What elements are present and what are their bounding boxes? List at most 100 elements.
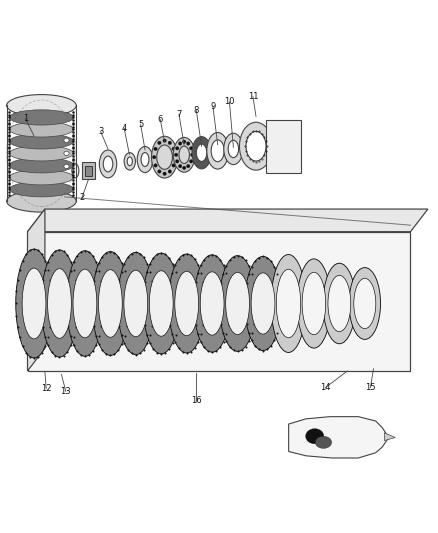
Ellipse shape	[173, 156, 177, 159]
Ellipse shape	[117, 252, 154, 354]
Ellipse shape	[228, 140, 239, 158]
Ellipse shape	[103, 156, 113, 172]
Ellipse shape	[41, 250, 78, 357]
Ellipse shape	[73, 269, 97, 338]
Ellipse shape	[9, 146, 74, 161]
Text: 7: 7	[176, 110, 182, 119]
Ellipse shape	[306, 429, 324, 444]
Ellipse shape	[315, 436, 332, 448]
Ellipse shape	[224, 133, 243, 165]
Ellipse shape	[196, 144, 207, 161]
Text: 1: 1	[23, 114, 28, 123]
Ellipse shape	[246, 132, 266, 161]
Ellipse shape	[67, 251, 103, 356]
Ellipse shape	[271, 255, 306, 352]
Ellipse shape	[302, 272, 326, 335]
Ellipse shape	[64, 164, 69, 168]
Ellipse shape	[149, 271, 173, 336]
Ellipse shape	[172, 147, 175, 151]
Ellipse shape	[251, 273, 275, 334]
Polygon shape	[289, 417, 389, 458]
Ellipse shape	[7, 190, 76, 212]
Ellipse shape	[276, 269, 300, 338]
Ellipse shape	[328, 276, 351, 332]
Ellipse shape	[22, 268, 46, 339]
Ellipse shape	[157, 145, 173, 169]
Ellipse shape	[9, 182, 74, 197]
Ellipse shape	[16, 249, 52, 358]
Ellipse shape	[127, 157, 132, 166]
Ellipse shape	[240, 122, 272, 170]
Ellipse shape	[9, 134, 74, 149]
Ellipse shape	[192, 136, 211, 169]
Ellipse shape	[187, 164, 190, 168]
Ellipse shape	[191, 153, 194, 157]
Text: 2: 2	[79, 193, 85, 202]
Ellipse shape	[178, 142, 182, 146]
Text: 6: 6	[158, 115, 163, 124]
Ellipse shape	[9, 169, 74, 185]
Text: 16: 16	[191, 396, 201, 405]
Ellipse shape	[226, 272, 250, 335]
Text: 12: 12	[41, 384, 52, 393]
Text: 8: 8	[194, 106, 199, 115]
Text: 10: 10	[224, 98, 235, 107]
Ellipse shape	[189, 159, 193, 163]
Polygon shape	[266, 120, 301, 173]
Ellipse shape	[187, 142, 190, 146]
Ellipse shape	[9, 110, 74, 125]
Ellipse shape	[175, 271, 198, 336]
Ellipse shape	[178, 164, 182, 168]
Ellipse shape	[158, 141, 161, 144]
Ellipse shape	[99, 270, 122, 337]
Text: 15: 15	[365, 383, 376, 392]
Ellipse shape	[163, 139, 166, 142]
Polygon shape	[385, 433, 395, 441]
Ellipse shape	[200, 272, 224, 335]
Ellipse shape	[169, 254, 205, 353]
Ellipse shape	[9, 122, 74, 137]
Ellipse shape	[143, 253, 180, 354]
Ellipse shape	[154, 147, 157, 151]
Text: 5: 5	[138, 120, 143, 129]
Ellipse shape	[173, 138, 195, 172]
Polygon shape	[28, 209, 45, 371]
Ellipse shape	[207, 133, 229, 169]
Text: 14: 14	[320, 383, 331, 392]
Ellipse shape	[174, 153, 178, 157]
FancyBboxPatch shape	[85, 166, 92, 176]
Ellipse shape	[219, 256, 256, 351]
Ellipse shape	[183, 166, 186, 169]
Ellipse shape	[64, 138, 69, 142]
Ellipse shape	[297, 259, 331, 348]
Ellipse shape	[349, 268, 381, 340]
Ellipse shape	[64, 151, 69, 156]
Polygon shape	[28, 209, 428, 232]
Ellipse shape	[124, 270, 148, 337]
Ellipse shape	[124, 152, 135, 170]
Ellipse shape	[154, 164, 157, 167]
Ellipse shape	[141, 152, 149, 166]
Ellipse shape	[179, 146, 189, 164]
Text: 11: 11	[248, 92, 258, 101]
Ellipse shape	[152, 156, 156, 159]
Ellipse shape	[9, 158, 74, 173]
Ellipse shape	[168, 169, 172, 173]
Polygon shape	[28, 232, 410, 371]
Ellipse shape	[176, 147, 179, 150]
Ellipse shape	[92, 252, 129, 356]
Ellipse shape	[194, 255, 230, 352]
Text: 13: 13	[60, 387, 71, 396]
Ellipse shape	[323, 263, 356, 344]
Text: 3: 3	[98, 127, 103, 136]
Ellipse shape	[172, 164, 175, 167]
Ellipse shape	[176, 159, 179, 163]
Ellipse shape	[245, 256, 281, 351]
Ellipse shape	[211, 140, 224, 161]
Ellipse shape	[163, 172, 166, 175]
Text: 4: 4	[121, 124, 127, 133]
Ellipse shape	[189, 147, 193, 150]
Text: 9: 9	[210, 102, 215, 111]
Ellipse shape	[183, 140, 186, 143]
Ellipse shape	[48, 269, 71, 338]
